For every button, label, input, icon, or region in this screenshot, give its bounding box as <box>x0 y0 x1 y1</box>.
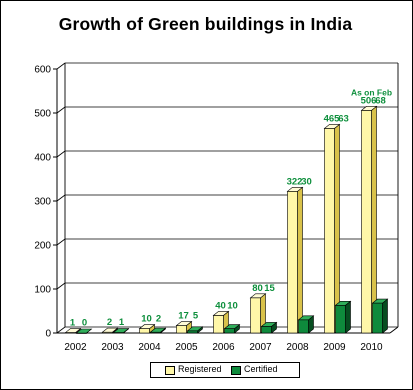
annotation: As on Feb <box>351 87 392 97</box>
y-tick-label: 0 <box>45 329 51 340</box>
bar-registered-top <box>138 324 156 329</box>
data-label-registered: 465 <box>324 113 341 124</box>
gridline-connector <box>56 282 66 290</box>
chart-title: Growth of Green buildings in India <box>58 14 353 34</box>
legend-swatch-registered <box>165 366 175 375</box>
legend: Registered Certified <box>150 362 300 378</box>
x-tick-label: 2010 <box>360 342 383 353</box>
bar-registered-top <box>212 311 230 316</box>
bar-certified <box>335 304 346 334</box>
x-tick-label: 2008 <box>286 342 309 353</box>
data-label-certified: 10 <box>227 300 238 311</box>
bar-registered-top <box>286 187 304 192</box>
bar-registered <box>361 110 372 334</box>
x-tick-label: 2006 <box>212 342 235 353</box>
bar-certified-top <box>223 324 241 329</box>
y-tick-label: 400 <box>34 153 51 164</box>
bar-certified-top <box>149 327 167 333</box>
bar-registered <box>176 325 187 334</box>
bar-certified-top <box>260 322 278 327</box>
data-label-registered: 17 <box>178 311 189 322</box>
x-tick-label: 2005 <box>175 342 198 353</box>
data-label-certified: 68 <box>375 95 386 106</box>
bar-certified <box>298 319 309 334</box>
data-label-registered: 1 <box>70 318 76 329</box>
bar-certified-side <box>345 300 351 334</box>
bar-certified-side <box>382 298 388 334</box>
gridline-connector <box>56 150 66 158</box>
data-label-certified: 2 <box>156 314 161 325</box>
data-label-certified: 30 <box>301 176 312 187</box>
gridline-connector <box>56 62 66 70</box>
y-tick-label: 600 <box>34 65 51 76</box>
bar-registered-top <box>323 124 341 129</box>
bar-certified-top <box>334 300 352 306</box>
bar-registered-top <box>64 328 82 333</box>
y-tick-label: 200 <box>34 241 51 252</box>
y-tick-label: 500 <box>34 109 51 120</box>
legend-swatch-certified <box>231 366 241 375</box>
data-label-registered: 322 <box>287 176 303 187</box>
x-tick-label: 2007 <box>249 342 272 353</box>
legend-label-certified: Certified <box>244 364 278 374</box>
gridline-connector <box>56 238 66 246</box>
x-tick-label: 2003 <box>101 342 124 353</box>
data-label-certified: 5 <box>193 311 199 322</box>
legend-label-registered: Registered <box>178 364 222 374</box>
data-label-certified: 0 <box>82 318 87 329</box>
data-label-certified: 15 <box>264 283 275 294</box>
bar-registered-side <box>371 105 377 334</box>
gridline-connector <box>56 194 66 202</box>
bar-certified-top <box>75 328 93 334</box>
bar-registered <box>139 328 150 334</box>
bar-certified <box>372 302 383 334</box>
gridline-connector <box>56 106 66 114</box>
bar-certified <box>224 328 235 334</box>
data-label-registered: 10 <box>141 314 152 325</box>
data-label-registered: 2 <box>107 317 112 328</box>
bar-certified <box>187 330 198 334</box>
bar-registered-top <box>249 293 267 299</box>
data-label-registered: 80 <box>252 283 263 294</box>
y-tick-label: 300 <box>34 197 51 208</box>
y-tick-label: 100 <box>34 285 51 296</box>
bar-registered <box>324 128 335 334</box>
bar-registered-top <box>175 321 193 326</box>
bar-registered-side <box>334 123 340 334</box>
data-label-registered: 506 <box>361 95 377 106</box>
x-tick-label: 2004 <box>138 342 161 353</box>
data-label-certified: 1 <box>119 317 125 328</box>
data-label-registered: 40 <box>215 300 226 311</box>
bar-certified <box>261 326 272 334</box>
bar-registered <box>213 315 224 334</box>
bar-registered-top <box>360 106 378 111</box>
bar-registered-side <box>297 186 303 334</box>
floor-edge <box>389 326 399 334</box>
bar-registered <box>287 191 298 334</box>
x-tick-label: 2002 <box>64 342 87 353</box>
gridline-connector <box>56 326 66 334</box>
bar-certified-top <box>297 315 315 321</box>
data-label-certified: 63 <box>338 113 349 124</box>
x-tick-label: 2009 <box>323 342 346 353</box>
bar-certified-top <box>371 298 389 304</box>
bar-certified-top <box>112 328 130 333</box>
bar-registered <box>250 297 261 334</box>
bar-registered-top <box>101 327 119 333</box>
bar-certified-top <box>186 326 204 332</box>
